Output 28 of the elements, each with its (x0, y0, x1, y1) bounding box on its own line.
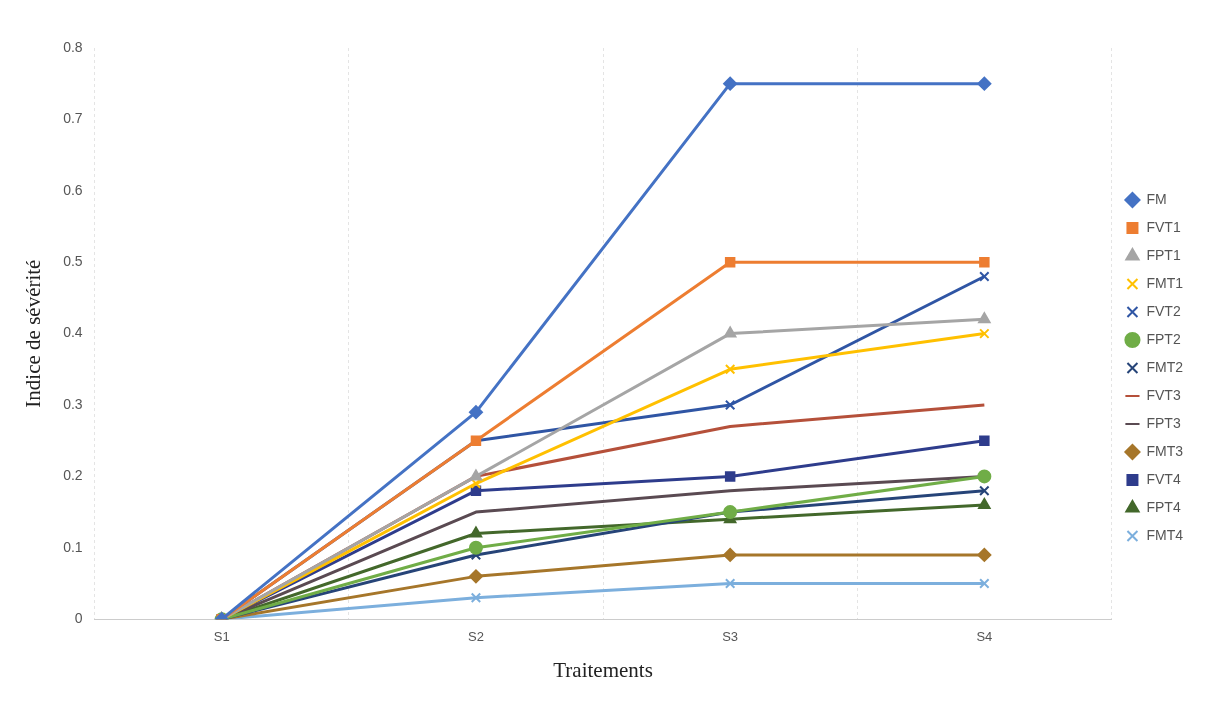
x-tick-label: S1 (213, 628, 230, 644)
x-axis-title: Traitements (553, 657, 653, 682)
y-tick-label: 0.4 (63, 324, 83, 341)
y-tick-label: 0 (74, 610, 83, 627)
legend-label: FPT3 (1146, 414, 1181, 431)
y-tick-label: 0.7 (63, 110, 83, 127)
y-tick-label: 0.3 (63, 395, 83, 412)
x-tick-label: S3 (722, 628, 739, 644)
legend-label: FMT4 (1146, 526, 1184, 543)
y-tick-label: 0.1 (63, 538, 83, 555)
legend-label: FMT3 (1146, 442, 1184, 459)
y-tick-label: 0.6 (63, 181, 83, 198)
legend-label: FMT1 (1146, 274, 1184, 291)
legend-label: FVT2 (1146, 302, 1181, 319)
legend-label: FPT4 (1146, 498, 1181, 515)
legend-label: FVT1 (1146, 218, 1181, 235)
y-tick-label: 0.8 (63, 38, 83, 55)
y-tick-label: 0.5 (63, 253, 83, 270)
y-tick-label: 0.2 (63, 467, 83, 484)
legend-label: FVT3 (1146, 386, 1181, 403)
legend-label: FPT1 (1146, 246, 1181, 263)
y-axis-title: Indice de sévérité (21, 259, 46, 408)
x-tick-label: S4 (976, 628, 993, 644)
legend-label: FPT2 (1146, 330, 1181, 347)
legend-label: FVT4 (1146, 470, 1181, 487)
legend-label: FM (1146, 190, 1167, 207)
x-tick-label: S2 (468, 628, 484, 644)
legend-label: FMT2 (1146, 358, 1184, 375)
